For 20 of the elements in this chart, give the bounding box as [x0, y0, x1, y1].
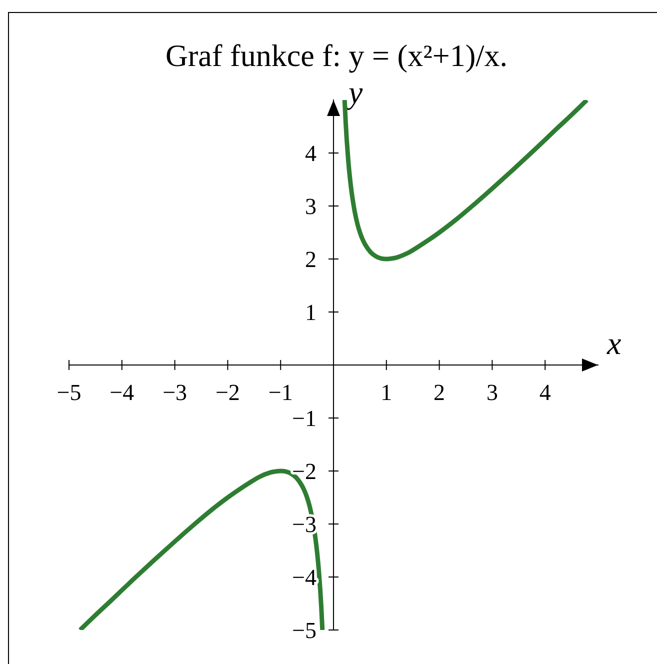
y-tick-label: 2: [305, 247, 316, 272]
y-tick-label: −5: [292, 618, 316, 644]
x-tick-label: 4: [539, 380, 552, 405]
y-tick-label: 4: [305, 141, 317, 166]
y-tick-label: −4: [292, 565, 317, 590]
x-tick-label: 2: [434, 380, 446, 405]
y-tick-label: 1: [305, 300, 316, 326]
y-tick-label: −2: [292, 459, 316, 484]
chart-title: Graf funkce f: y = (x²+1)/x.: [164, 38, 509, 73]
x-tick-label: −1: [268, 380, 293, 405]
x-tick-label: 3: [486, 380, 498, 405]
x-axis-title: x: [606, 325, 622, 361]
y-tick-label: −1: [292, 406, 316, 432]
y-axis-title: y: [346, 74, 364, 110]
x-tick-label: −4: [110, 380, 135, 405]
x-tick-label: 1: [380, 380, 392, 405]
x-tick-label: −3: [162, 380, 188, 405]
x-tick-label: −2: [215, 380, 240, 405]
x-tick-label: −5: [56, 380, 82, 405]
y-tick-label: 3: [305, 194, 316, 220]
